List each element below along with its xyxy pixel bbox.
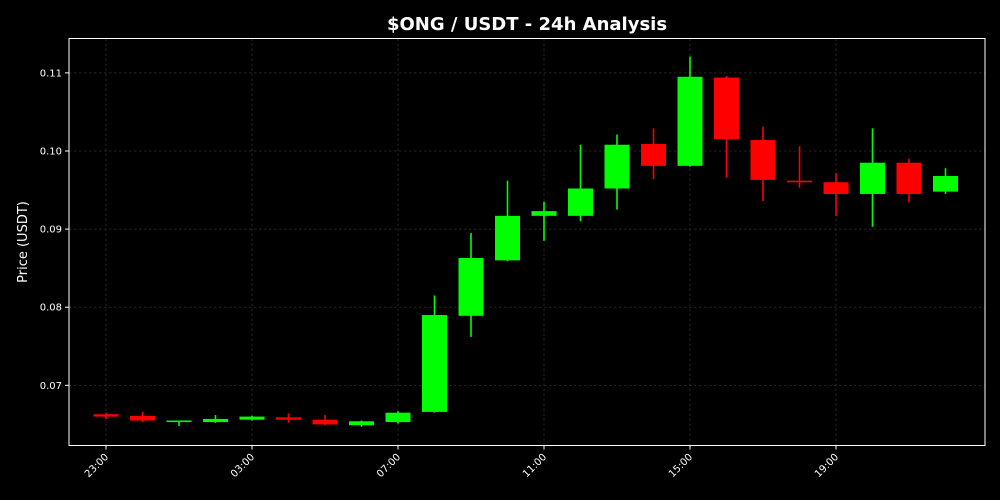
candle-body: [349, 421, 374, 426]
candle: [458, 233, 484, 337]
candle: [130, 411, 155, 423]
candle: [860, 128, 885, 227]
candle-body: [787, 180, 812, 183]
candle: [677, 56, 703, 167]
x-tick-label: 23:00: [83, 452, 111, 480]
candle: [495, 180, 520, 262]
y-tick-label: 0.11: [40, 68, 62, 79]
candle: [166, 420, 192, 426]
candle-body: [531, 211, 557, 216]
candle-body: [933, 175, 958, 192]
candle-body: [568, 188, 593, 216]
candle: [349, 420, 374, 427]
candle-body: [677, 76, 703, 166]
candle: [312, 415, 338, 426]
candle-body: [422, 315, 447, 412]
x-tick-label: 07:00: [375, 452, 403, 480]
candle-body: [276, 417, 301, 420]
candle-body: [750, 140, 776, 180]
candle-body: [641, 143, 666, 166]
candle-body: [203, 418, 228, 423]
candle: [93, 412, 119, 419]
y-tick-label: 0.08: [40, 303, 62, 314]
candle: [933, 168, 958, 194]
candle: [823, 172, 849, 216]
candle-body: [714, 77, 739, 140]
candle: [203, 415, 228, 423]
candle: [568, 144, 593, 222]
candle: [714, 75, 739, 178]
candle: [896, 158, 922, 203]
candle-body: [458, 258, 484, 316]
y-axis-label: Price (USDT): [16, 201, 31, 283]
candle: [750, 126, 776, 201]
grid-layer: [69, 38, 985, 446]
chart-title: $ONG / USDT - 24h Analysis: [387, 14, 667, 35]
y-tick-label: 0.09: [40, 225, 62, 236]
candle-body: [93, 414, 119, 417]
candle-body: [130, 415, 155, 421]
candle: [276, 413, 301, 423]
candle-body: [823, 182, 849, 194]
candle: [531, 201, 557, 241]
x-tick-label: 03:00: [229, 452, 257, 480]
candle-body: [385, 412, 411, 423]
candle: [787, 146, 812, 188]
candle-layer: [93, 56, 958, 427]
candle-body: [239, 416, 265, 420]
candle: [604, 134, 630, 210]
candle-body: [495, 215, 520, 261]
candle: [641, 128, 666, 180]
candle: [422, 295, 447, 413]
y-tick-label: 0.07: [40, 381, 62, 392]
candle-body: [896, 162, 922, 194]
x-tick-label: 15:00: [667, 452, 695, 480]
x-tick-label: 11:00: [521, 452, 549, 480]
candle: [385, 411, 411, 424]
candle-body: [860, 162, 885, 194]
candle-body: [312, 419, 338, 425]
plot-frame: [68, 38, 986, 446]
candle: [239, 415, 265, 421]
y-tick-label: 0.10: [40, 146, 62, 157]
candle-body: [604, 144, 630, 189]
candle-body: [166, 420, 192, 423]
x-tick-label: 19:00: [813, 452, 841, 480]
